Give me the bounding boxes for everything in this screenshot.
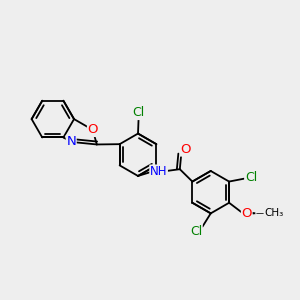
Text: O: O (242, 207, 252, 220)
Text: Cl: Cl (190, 224, 202, 238)
Text: —: — (256, 209, 265, 218)
Text: Cl: Cl (133, 106, 145, 119)
Text: O: O (181, 143, 191, 156)
Text: N: N (66, 135, 76, 148)
Text: NH: NH (150, 165, 167, 178)
Text: CH₃: CH₃ (264, 208, 284, 218)
Text: O: O (88, 123, 98, 136)
Text: Cl: Cl (245, 171, 257, 184)
